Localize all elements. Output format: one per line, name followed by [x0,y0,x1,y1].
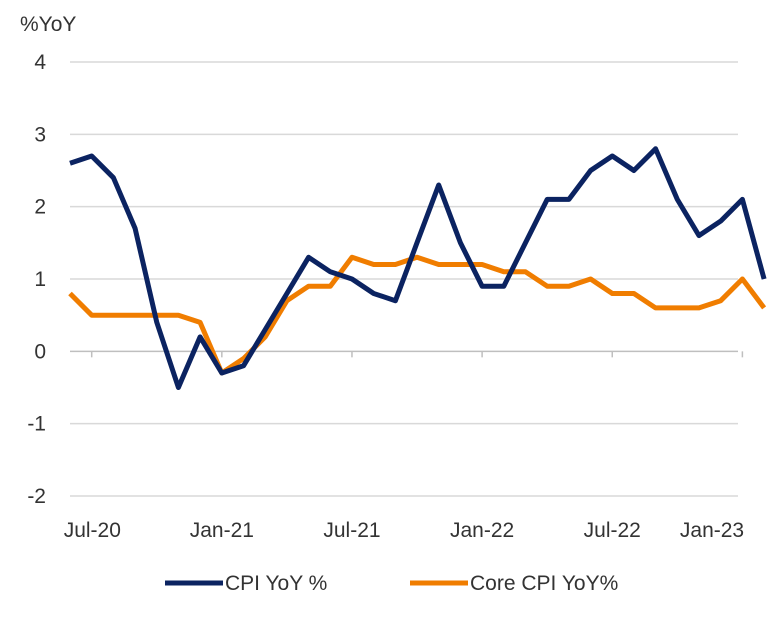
y-axis-label: %YoY [20,13,76,36]
y-tick-label: 2 [34,196,46,219]
legend-label: CPI YoY % [225,572,327,595]
legend-label: Core CPI YoY% [470,572,618,595]
y-tick-label: -1 [27,413,46,436]
cpi-series-line [69,146,767,390]
x-tick-label: Jul-21 [323,519,380,542]
gridlines [70,61,738,497]
x-tick-label: Jan-23 [680,519,744,542]
y-tick-label: 4 [34,51,46,74]
x-tick-label: Jul-22 [584,519,641,542]
y-tick-label: 0 [34,340,46,363]
x-tick-label: Jan-21 [190,519,254,542]
legend: CPI YoY % Core CPI YoY% [165,572,618,595]
y-tick-label: 3 [34,123,46,146]
x-tick-label: Jul-20 [64,519,121,542]
y-tick-label: 1 [34,268,46,291]
core-cpi-series-line [68,254,767,376]
y-axis-ticks: 4 3 2 1 0 -1 -2 [27,51,46,508]
x-tick-label: Jan-22 [450,519,514,542]
series-lines [68,146,767,390]
x-axis-ticks: Jul-20 Jan-21 Jul-21 Jan-22 Jul-22 Jan-23 [64,351,744,542]
y-tick-label: -2 [27,485,46,508]
